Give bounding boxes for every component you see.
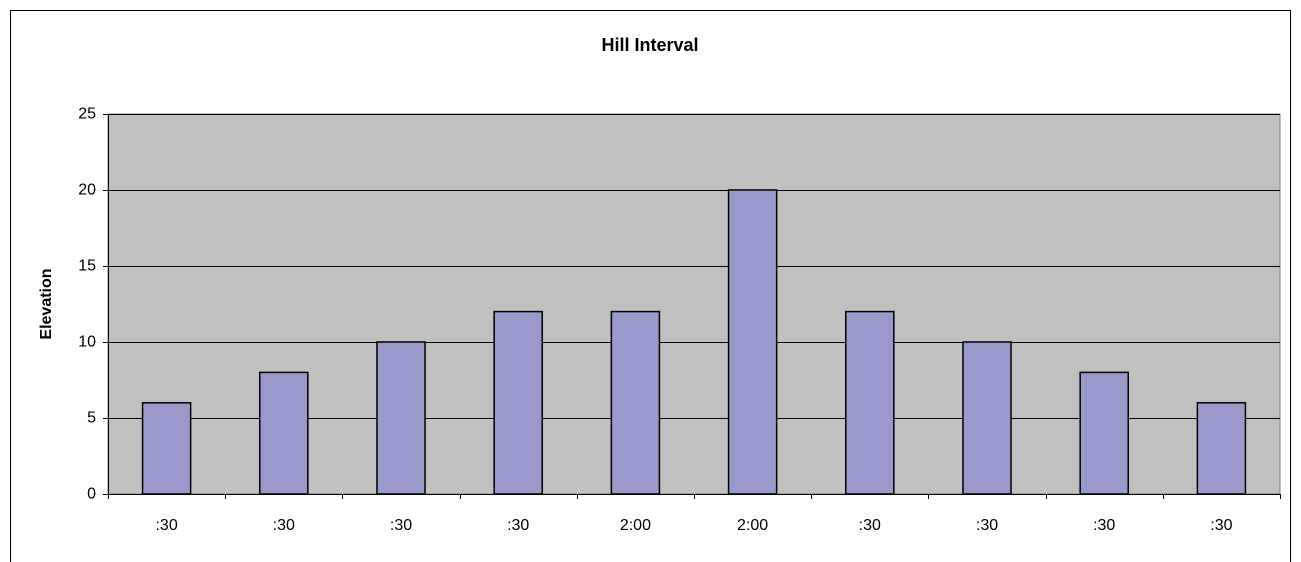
x-tick-label: 2:00 [737, 517, 768, 534]
bar [493, 310, 543, 495]
bar [727, 189, 778, 495]
chart-title: Hill Interval [601, 35, 698, 55]
x-tick-label: :30 [859, 517, 881, 534]
bar [845, 310, 895, 495]
y-tick-label: 15 [78, 258, 96, 275]
y-tick-label: 5 [87, 410, 96, 427]
chart-border [10, 10, 1291, 562]
x-tick-label: :30 [976, 517, 998, 534]
bar [1196, 402, 1247, 495]
bar [259, 371, 309, 495]
bar [610, 310, 661, 495]
bar [376, 341, 426, 495]
y-axis-title: Elevation [38, 268, 55, 339]
x-tick-label: 2:00 [620, 517, 651, 534]
y-tick-label: 0 [87, 486, 96, 503]
x-tick-label: :30 [507, 517, 529, 534]
x-tick-label: :30 [155, 517, 177, 534]
x-tick-label: :30 [1093, 517, 1115, 534]
x-tick-label: :30 [1210, 517, 1232, 534]
y-tick-label: 10 [78, 334, 96, 351]
x-tick-label: :30 [390, 517, 412, 534]
y-tick-label: 25 [78, 106, 96, 123]
bar [1079, 371, 1129, 495]
bar [962, 341, 1012, 495]
x-tick-label: :30 [273, 517, 295, 534]
y-tick-label: 20 [78, 182, 96, 199]
bar [141, 402, 192, 495]
